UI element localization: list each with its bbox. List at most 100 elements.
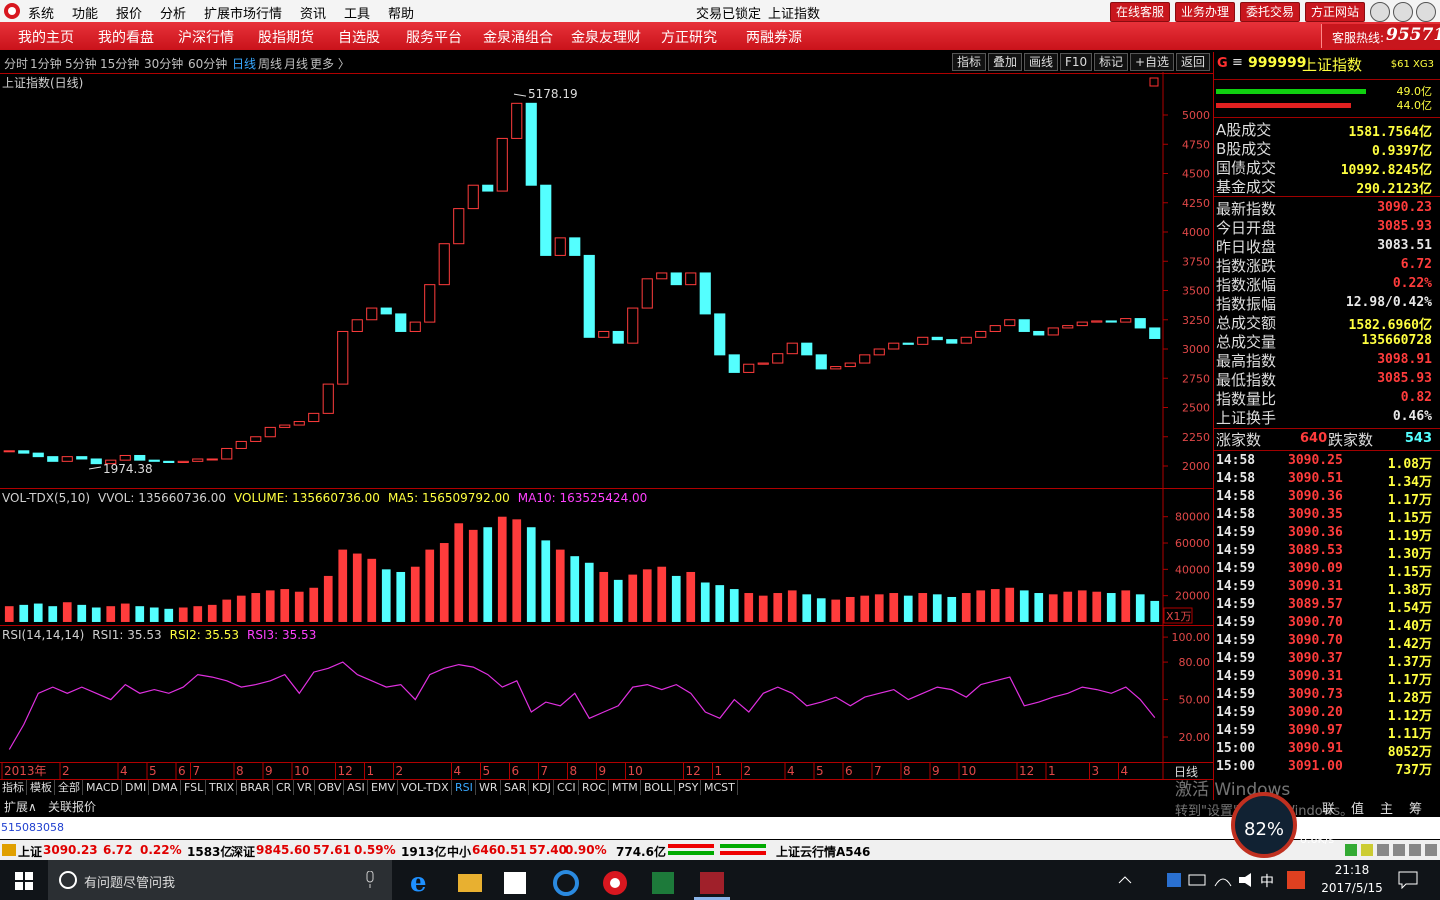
menu-item[interactable]: 扩展市场行情 (204, 7, 283, 22)
ime[interactable]: 中 (1260, 874, 1274, 890)
toolbar-button[interactable]: 返回 (1176, 53, 1211, 71)
indicator-tab[interactable]: OBV (316, 780, 345, 795)
indicator-tab[interactable]: EMV (369, 780, 398, 795)
indicator-tab[interactable]: KDJ (530, 780, 554, 795)
quote-menu[interactable]: ≡ (1232, 55, 1243, 70)
panel-tab[interactable]: 主 (1380, 802, 1394, 817)
panel-tab[interactable]: 筹 (1409, 802, 1423, 817)
top-button[interactable]: 在线客服 (1110, 2, 1170, 22)
extra-tab[interactable]: 关联报价 (48, 800, 97, 814)
volume-bar (889, 593, 899, 622)
quote-label: 指数涨幅 (1216, 276, 1277, 294)
period-tab[interactable]: 60分钟 (188, 57, 228, 71)
indicator-tab[interactable]: MTM (610, 780, 641, 795)
period-tab[interactable]: 1分钟 (30, 57, 62, 71)
toolbar-button[interactable]: F10 (1060, 53, 1093, 71)
volume-bar (497, 516, 507, 622)
extra-tab[interactable]: 扩展∧ (4, 800, 37, 814)
volume-bar (1121, 590, 1131, 622)
nav-item[interactable]: 沪深行情 (178, 30, 234, 46)
menu-item[interactable]: 资讯 (300, 7, 327, 22)
toolbar-button[interactable]: +自选 (1130, 53, 1175, 71)
nav-item[interactable]: 股指期货 (258, 30, 314, 46)
pinned-apps[interactable]: e (400, 864, 740, 900)
indicator-tab[interactable]: VR (295, 780, 316, 795)
toolbar-button[interactable]: 叠加 (988, 53, 1023, 71)
period-tab[interactable]: 15分钟 (100, 57, 140, 71)
minimize[interactable] (1370, 2, 1390, 22)
volume-bar (773, 593, 783, 622)
indicator-tab[interactable]: MCST (702, 780, 738, 795)
period-tab[interactable]: 月线 (284, 57, 309, 71)
indicator-tab[interactable]: BOLL (642, 780, 676, 795)
indicator-tab[interactable]: VOL-TDX (399, 780, 452, 795)
indicator-tab[interactable]: ROC (580, 780, 609, 795)
indicator-tab[interactable]: PSY (676, 780, 702, 795)
restore[interactable] (1393, 2, 1413, 22)
period-tab[interactable]: 5分钟 (65, 57, 97, 71)
nav-item[interactable]: 金泉友理财 (571, 30, 641, 46)
top-button[interactable]: 业务办理 (1175, 2, 1235, 22)
nav-item[interactable]: 我的主页 (18, 30, 74, 46)
period-tab[interactable]: 分时 (4, 57, 29, 71)
indicator-tab[interactable]: WR (477, 780, 501, 795)
toolbar-button[interactable]: 画线 (1024, 53, 1059, 71)
top-button[interactable]: 方正网站 (1305, 2, 1365, 22)
notifications[interactable] (1398, 871, 1418, 889)
y-tick-label: 40000 (1175, 563, 1210, 576)
menu-item[interactable]: 功能 (72, 7, 99, 22)
candle (844, 362, 856, 368)
candle (308, 412, 320, 423)
tick-price: 3090.73 (1288, 687, 1343, 702)
volume-bar (338, 549, 348, 622)
indicator-tab[interactable]: TRIX (207, 780, 238, 795)
ticker-item: 上证云行情A546 (776, 845, 871, 859)
indicator-tab[interactable]: RSI (453, 780, 476, 795)
candle (482, 184, 494, 192)
nav-item[interactable]: 服务平台 (406, 30, 462, 46)
indicator-tab[interactable]: ASI (345, 780, 368, 795)
menu-item[interactable]: 系统 (28, 7, 55, 22)
menu-item[interactable]: 报价 (116, 7, 143, 22)
ticker-item: 774.6亿 (616, 845, 666, 859)
indicator-tab[interactable]: 全部 (56, 780, 83, 795)
search-box[interactable]: 有问题尽管问我 (48, 860, 392, 900)
indicator-tab[interactable]: SAR (502, 780, 530, 795)
volume-bar (1150, 600, 1160, 622)
candle (757, 362, 769, 365)
app-tray-icon (1287, 871, 1305, 889)
indicator-tab[interactable]: CCI (555, 780, 579, 795)
nav-item[interactable]: 金泉涌组合 (483, 30, 553, 46)
indicator-tab[interactable]: MACD (84, 780, 122, 795)
quote-value: 0.46% (1392, 409, 1432, 424)
menu-item[interactable]: 帮助 (388, 7, 415, 22)
panel-tab[interactable]: 值 (1351, 802, 1365, 817)
candle (612, 330, 624, 344)
period-tab[interactable]: 更多 〉 (310, 57, 350, 71)
indicator-tab[interactable]: 模板 (28, 780, 55, 795)
ticker-bars (668, 844, 766, 855)
period-tab[interactable]: 日线 (232, 57, 257, 71)
start-button[interactable] (15, 872, 33, 890)
close[interactable] (1416, 2, 1436, 22)
tick-price: 3090.91 (1288, 741, 1343, 756)
indicator-tab[interactable]: BRAR (238, 780, 273, 795)
nav-item[interactable]: 我的看盘 (98, 30, 154, 46)
period-tab[interactable]: 30分钟 (144, 57, 184, 71)
nav-item[interactable]: 两融券源 (746, 30, 802, 46)
network-percent: 82% (1244, 819, 1285, 840)
indicator-tab[interactable]: DMI (123, 780, 150, 795)
panel-tab[interactable]: 联 (1322, 802, 1336, 817)
toolbar-button[interactable]: 指标 (952, 53, 987, 71)
top-button[interactable]: 委托交易 (1240, 2, 1300, 22)
indicator-tab[interactable]: 指标 (0, 780, 27, 795)
indicator-tab[interactable]: FSL (182, 780, 207, 795)
nav-item[interactable]: 自选股 (338, 30, 380, 46)
nav-item[interactable]: 方正研究 (661, 30, 717, 46)
menu-item[interactable]: 工具 (344, 7, 371, 22)
indicator-tab[interactable]: CR (274, 780, 295, 795)
indicator-tab[interactable]: DMA (150, 780, 181, 795)
menu-item[interactable]: 分析 (160, 7, 187, 22)
toolbar-button[interactable]: 标记 (1094, 53, 1129, 71)
period-tab[interactable]: 周线 (258, 57, 283, 71)
